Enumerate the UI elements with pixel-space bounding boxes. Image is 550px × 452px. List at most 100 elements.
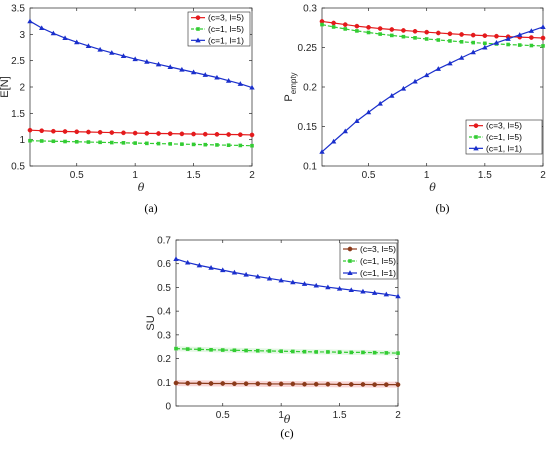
x-axis-label: θ	[429, 181, 436, 194]
legend-marker	[347, 246, 353, 252]
data-point	[366, 25, 371, 30]
legend-marker	[474, 135, 478, 139]
legend-marker	[195, 15, 201, 21]
data-point	[331, 20, 336, 26]
data-point	[62, 35, 68, 41]
data-point	[291, 349, 295, 354]
data-point	[482, 33, 488, 39]
legend-b: (c=3, l=5)(c=1, l=5)(c=1, l=1)	[465, 119, 543, 155]
data-point	[197, 347, 202, 352]
data-point	[337, 382, 342, 387]
data-point	[208, 265, 214, 270]
data-point	[540, 24, 546, 29]
data-point	[360, 382, 366, 387]
y-tick-label: 0.1	[157, 378, 171, 389]
data-point	[132, 130, 138, 136]
data-point	[336, 285, 343, 291]
data-point	[326, 350, 330, 354]
series-line	[321, 26, 544, 153]
x-tick-label: 0.5	[362, 170, 376, 181]
y-tick-label: 2	[19, 83, 25, 94]
data-point	[85, 43, 92, 48]
data-point	[63, 139, 67, 144]
data-point	[226, 132, 231, 137]
series-3	[319, 24, 546, 154]
data-point	[528, 28, 535, 33]
data-point	[400, 85, 407, 91]
data-point	[38, 25, 45, 31]
y-tick-label: 1.5	[11, 109, 25, 120]
series-3	[173, 256, 401, 299]
data-point	[145, 141, 149, 146]
x-tick-label: 2	[395, 410, 401, 421]
legend-marker	[347, 270, 353, 276]
data-point	[266, 275, 273, 281]
data-point	[226, 143, 231, 147]
data-point	[423, 72, 430, 78]
data-point	[243, 271, 249, 277]
data-point	[378, 32, 382, 36]
data-point	[51, 139, 56, 144]
data-point	[342, 128, 348, 134]
data-point	[120, 53, 127, 58]
data-point	[74, 139, 79, 144]
data-point	[290, 279, 296, 285]
data-point	[220, 267, 226, 273]
y-tick-label: 0.7	[157, 236, 171, 247]
data-point	[389, 92, 395, 98]
data-point	[173, 380, 179, 386]
data-point	[371, 290, 378, 295]
legend-c: (c=3, l=5) (c=1, l=5) (c=1, l=1)	[339, 242, 398, 280]
x-tick-label: 2	[249, 170, 255, 181]
data-point	[343, 27, 348, 31]
data-point	[167, 64, 173, 70]
data-point	[27, 127, 33, 133]
data-point	[354, 118, 360, 123]
data-point	[109, 130, 115, 135]
data-point	[435, 66, 442, 71]
data-point	[435, 30, 441, 36]
data-point	[156, 131, 161, 136]
data-point	[483, 41, 487, 46]
data-point	[179, 66, 185, 72]
data-point	[250, 143, 254, 148]
y-axis-label: E[N]	[0, 76, 11, 97]
data-point	[541, 44, 545, 48]
x-tick-label: 1	[132, 170, 138, 181]
y-tick-label: 3.5	[11, 4, 25, 15]
subplot-c: 0.5 1 1.5 2 0 0.1 0.2 0.3 0.4 0.5 0.6 0.7 θ SU (c=3, l…	[145, 236, 401, 441]
data-point	[238, 143, 243, 148]
data-point	[109, 140, 114, 145]
y-tick-label: 0.1	[303, 162, 317, 173]
data-point	[302, 381, 307, 387]
data-point	[459, 40, 464, 44]
data-point	[203, 142, 208, 147]
data-point	[109, 50, 115, 55]
y-tick-label: 0.5	[11, 162, 25, 173]
data-point	[267, 349, 272, 353]
data-point	[372, 382, 377, 388]
data-point	[62, 129, 68, 134]
data-point	[232, 348, 237, 353]
data-point	[74, 39, 80, 45]
data-point	[482, 44, 488, 50]
x-axis-label: θ	[138, 181, 145, 194]
data-point	[209, 347, 213, 352]
legend-a: (c=3, l=5)(c=1, l=5)(c=1, l=1)	[187, 11, 251, 47]
data-point	[179, 131, 185, 137]
data-point	[517, 43, 522, 47]
series-line	[321, 24, 544, 47]
data-point	[156, 141, 161, 146]
data-point	[372, 350, 377, 355]
data-point	[348, 382, 354, 387]
y-tick-label: 0.6	[157, 259, 171, 270]
x-tick-label: 0.5	[216, 410, 230, 421]
data-point	[401, 34, 406, 39]
x-axis-label: θ	[284, 413, 291, 426]
legend-label: (c=1, l=5)	[486, 132, 522, 142]
data-point	[220, 381, 226, 386]
data-point	[290, 381, 296, 387]
data-point	[459, 32, 464, 37]
data-point	[39, 139, 44, 143]
data-point	[529, 35, 534, 40]
